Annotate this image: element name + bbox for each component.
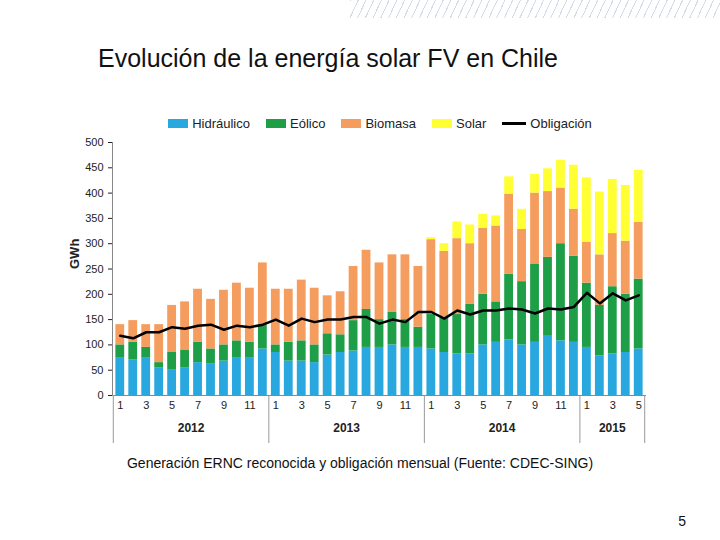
svg-text:3: 3 (454, 399, 460, 411)
svg-text:GWh: GWh (67, 239, 82, 269)
html-text:Evolución de la energía solar: Evolución de la energía solar FV en Chil… (98, 44, 558, 72)
svg-text:1: 1 (117, 399, 123, 411)
svg-text:5: 5 (480, 399, 486, 411)
svg-text:3: 3 (143, 399, 149, 411)
html-text:Generación ERNC reconocida y o: Generación ERNC reconocida y obligación … (127, 455, 593, 471)
html-text:5: 5 (678, 513, 686, 529)
svg-text:11: 11 (244, 399, 255, 411)
svg-text:50: 50 (91, 364, 103, 376)
svg-text:9: 9 (532, 399, 538, 411)
svg-text:2012: 2012 (178, 421, 205, 435)
svg-text:2014: 2014 (489, 421, 516, 435)
svg-text:1: 1 (428, 399, 434, 411)
svg-text:1: 1 (273, 399, 279, 411)
svg-text:400: 400 (85, 187, 103, 199)
html-text:Eólico: Eólico (290, 115, 326, 131)
html-text:Biomasa: Biomasa (365, 115, 416, 131)
html-text:Solar: Solar (456, 115, 487, 131)
svg-text:7: 7 (506, 399, 512, 411)
svg-text:150: 150 (85, 313, 103, 325)
svg-text:5: 5 (169, 399, 175, 411)
svg-text:2013: 2013 (333, 421, 360, 435)
svg-text:200: 200 (85, 288, 103, 300)
svg-text:500: 500 (85, 136, 103, 148)
svg-text:7: 7 (195, 399, 201, 411)
svg-text:9: 9 (376, 399, 382, 411)
svg-text:5: 5 (636, 399, 642, 411)
svg-text:7: 7 (351, 399, 357, 411)
svg-text:0: 0 (97, 389, 103, 401)
svg-text:11: 11 (400, 399, 411, 411)
svg-text:3: 3 (299, 399, 305, 411)
svg-text:3: 3 (610, 399, 616, 411)
svg-text:5: 5 (325, 399, 331, 411)
svg-text:100: 100 (85, 338, 103, 350)
svg-text:450: 450 (85, 161, 103, 173)
svg-text:1: 1 (584, 399, 590, 411)
svg-text:300: 300 (85, 237, 103, 249)
html-text:Obligación: Obligación (530, 115, 592, 131)
svg-text:9: 9 (221, 399, 227, 411)
svg-text:350: 350 (85, 212, 103, 224)
svg-text:2015: 2015 (599, 421, 626, 435)
svg-text:11: 11 (555, 399, 566, 411)
html-text:Hidráulico: Hidráulico (192, 115, 250, 131)
svg-text:250: 250 (85, 263, 103, 275)
